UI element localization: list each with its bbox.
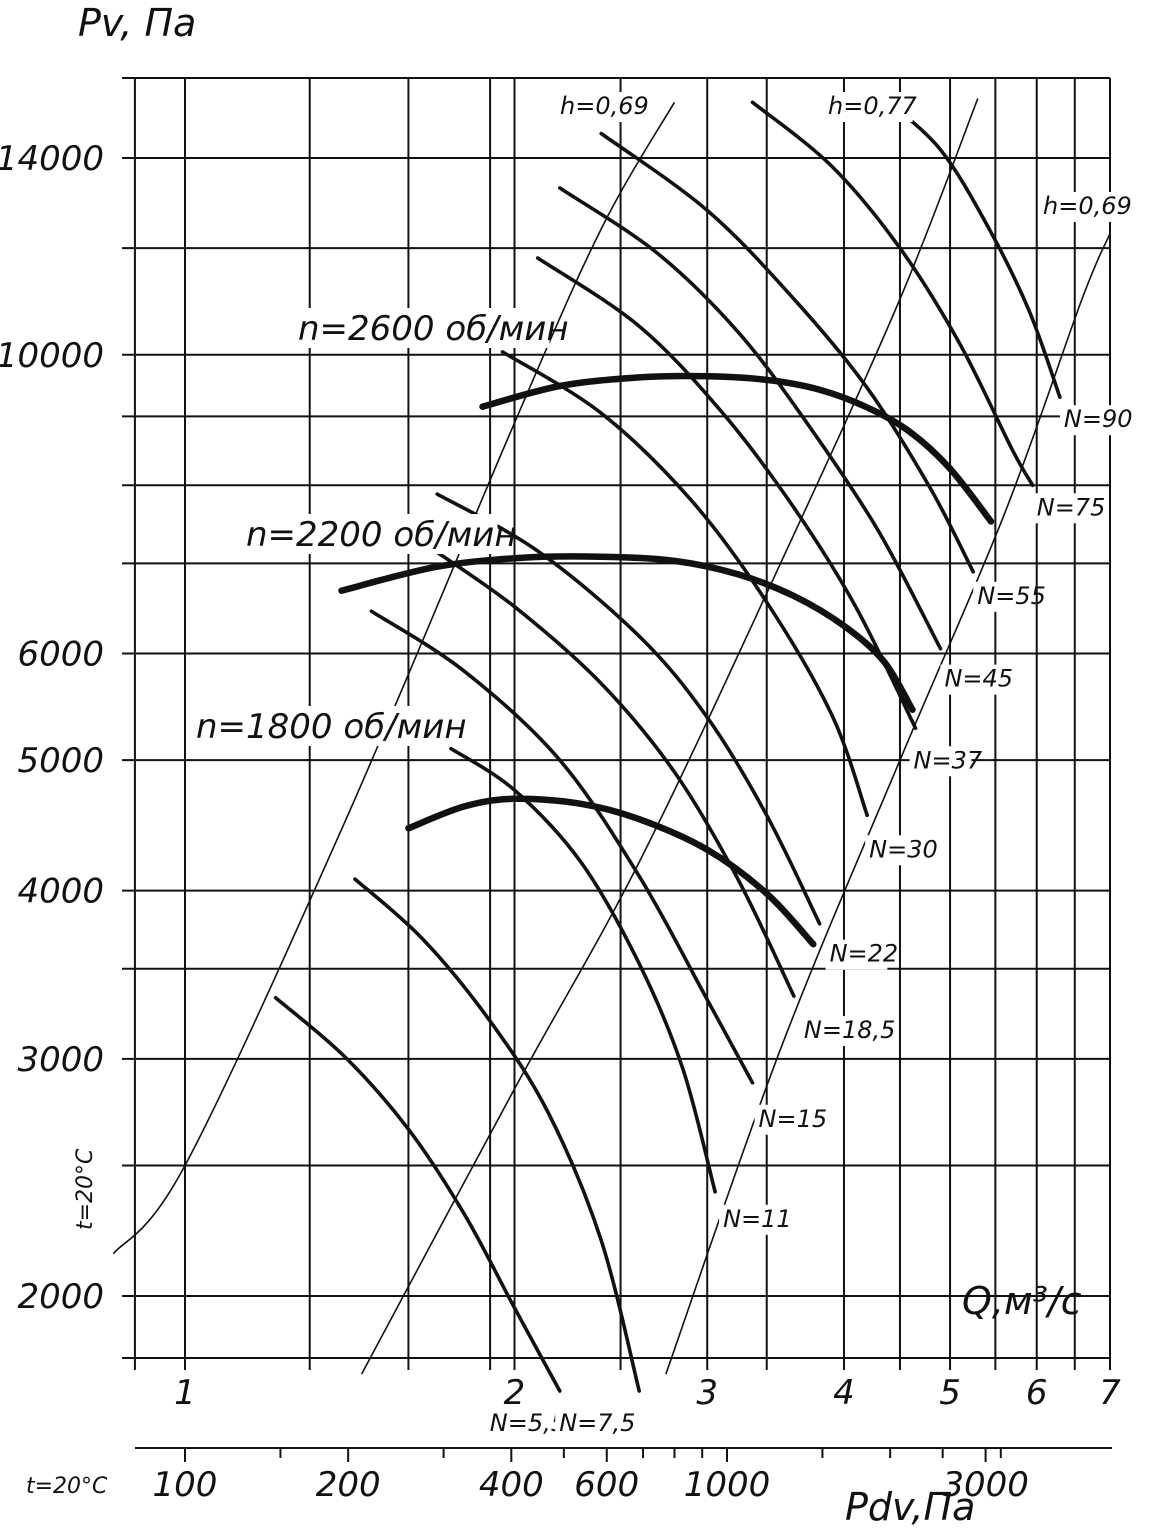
curve-labels: N=5,5N=7,5 N=11 N=15 N=18,5 N=22 N=30 N=37 N=45… xyxy=(192,92,1133,1440)
pdv-tick-label-1: 100 xyxy=(153,1465,218,1505)
y-axis-title: Pv, Па xyxy=(78,1,196,45)
power-curve-2 xyxy=(353,877,641,1393)
power-curve-12 xyxy=(887,100,1062,399)
efficiency-line-1 xyxy=(112,101,676,1255)
x-tick-label-6: 6 xyxy=(1026,1373,1048,1413)
power-label-8-bg xyxy=(909,746,972,777)
power-curve-5 xyxy=(429,546,796,998)
efficiency-label-3-bg xyxy=(1039,192,1128,222)
power-curve-1 xyxy=(273,996,562,1393)
speed-label-3: n=2600 об/мин xyxy=(298,309,569,349)
speed-curve-1 xyxy=(405,795,817,948)
speed-label-3-bg xyxy=(294,308,550,348)
x-tick-label-2: 2 xyxy=(504,1373,526,1413)
power-label-3-bg xyxy=(719,1204,781,1235)
power-label-9: N=45 xyxy=(944,665,1013,693)
power-label-4-bg xyxy=(754,1104,817,1135)
power-curves xyxy=(273,100,1062,1393)
pdv-tick-label-5: 1000 xyxy=(684,1465,771,1505)
x-tick-label-4: 4 xyxy=(833,1373,855,1413)
power-curve-11 xyxy=(750,100,1035,488)
efficiency-label-1: h=0,69 xyxy=(560,92,649,120)
speed-curves xyxy=(338,372,995,948)
y-tick-label-6: 10000 xyxy=(0,336,104,376)
power-label-10-bg xyxy=(973,581,1036,612)
y-tick-label-2: 3000 xyxy=(17,1040,104,1080)
temperature-left: t=20°C xyxy=(73,1148,98,1230)
power-label-5: N=18,5 xyxy=(804,1016,896,1044)
x-tick-label-7: 7 xyxy=(1099,1373,1121,1413)
temperature-bottom: t=20°C xyxy=(26,1474,108,1499)
y-tick-label-4: 5000 xyxy=(17,741,104,781)
power-label-12: N=90 xyxy=(1064,405,1133,433)
efficiency-label-2-bg xyxy=(824,92,913,122)
power-curve-3 xyxy=(449,746,717,1194)
power-label-5-bg xyxy=(799,1016,889,1047)
power-curve-7 xyxy=(500,350,869,818)
speed-label-1-bg xyxy=(192,706,448,746)
power-label-12-bg xyxy=(1059,405,1122,436)
x-tick-label-3: 3 xyxy=(696,1373,718,1413)
efficiency-lines xyxy=(112,98,1111,1375)
efficiency-line-2 xyxy=(360,98,979,1375)
speed-label-2: n=2200 об/мин xyxy=(246,515,517,555)
pdv-tick-label-4: 600 xyxy=(574,1465,639,1505)
power-label-11: N=75 xyxy=(1037,493,1106,521)
speed-label-1: n=1800 об/мин xyxy=(196,707,467,747)
power-label-6-bg xyxy=(825,939,888,970)
pdv-tick-label-6: 3000 xyxy=(942,1465,1029,1505)
efficiency-label-2: h=0,77 xyxy=(828,92,917,120)
speed-curve-2 xyxy=(338,553,916,713)
speed-label-2-bg xyxy=(242,514,498,554)
pdv-tick-label-2: 200 xyxy=(316,1465,381,1505)
power-curve-6 xyxy=(435,492,822,926)
power-label-1-bg xyxy=(485,1409,561,1440)
power-label-2-bg xyxy=(555,1409,631,1440)
axes: 2000 3000 4000 5000 6000 10000 14000 1 2 3 4 5 6 7 100… xyxy=(0,139,1121,1505)
power-label-6: N=22 xyxy=(830,940,899,968)
power-label-2: N=7,5 xyxy=(559,1409,635,1437)
x-tick-label-1: 1 xyxy=(174,1373,196,1413)
x-axis-title: Q,м³/с xyxy=(962,1279,1082,1323)
power-label-4: N=15 xyxy=(759,1105,828,1133)
power-label-1: N=5,5 xyxy=(490,1409,566,1437)
power-label-7-bg xyxy=(865,835,927,866)
power-label-8: N=37 xyxy=(914,746,983,774)
y-tick-label-7: 14000 xyxy=(0,139,104,179)
efficiency-label-1-bg xyxy=(556,92,645,122)
x-tick-label-5: 5 xyxy=(939,1373,961,1413)
power-label-11-bg xyxy=(1032,493,1095,524)
y-tick-label-3: 4000 xyxy=(17,872,104,912)
power-curve-8 xyxy=(535,256,918,731)
power-label-3: N=11 xyxy=(723,1205,792,1233)
x2-axis-title: Pdv,Па xyxy=(845,1485,975,1529)
efficiency-line-3 xyxy=(665,233,1111,1375)
y-tick-label-5: 6000 xyxy=(17,635,104,675)
power-label-9-bg xyxy=(940,664,1003,695)
power-curve-10 xyxy=(599,131,975,574)
power-curve-4 xyxy=(369,609,755,1085)
y-tick-label-1: 2000 xyxy=(17,1277,104,1317)
pdv-tick-label-3: 400 xyxy=(479,1465,544,1505)
power-label-7: N=30 xyxy=(869,835,938,863)
speed-curve-3 xyxy=(479,372,995,525)
efficiency-label-3: h=0,69 xyxy=(1043,192,1132,220)
power-label-10: N=55 xyxy=(977,582,1046,610)
